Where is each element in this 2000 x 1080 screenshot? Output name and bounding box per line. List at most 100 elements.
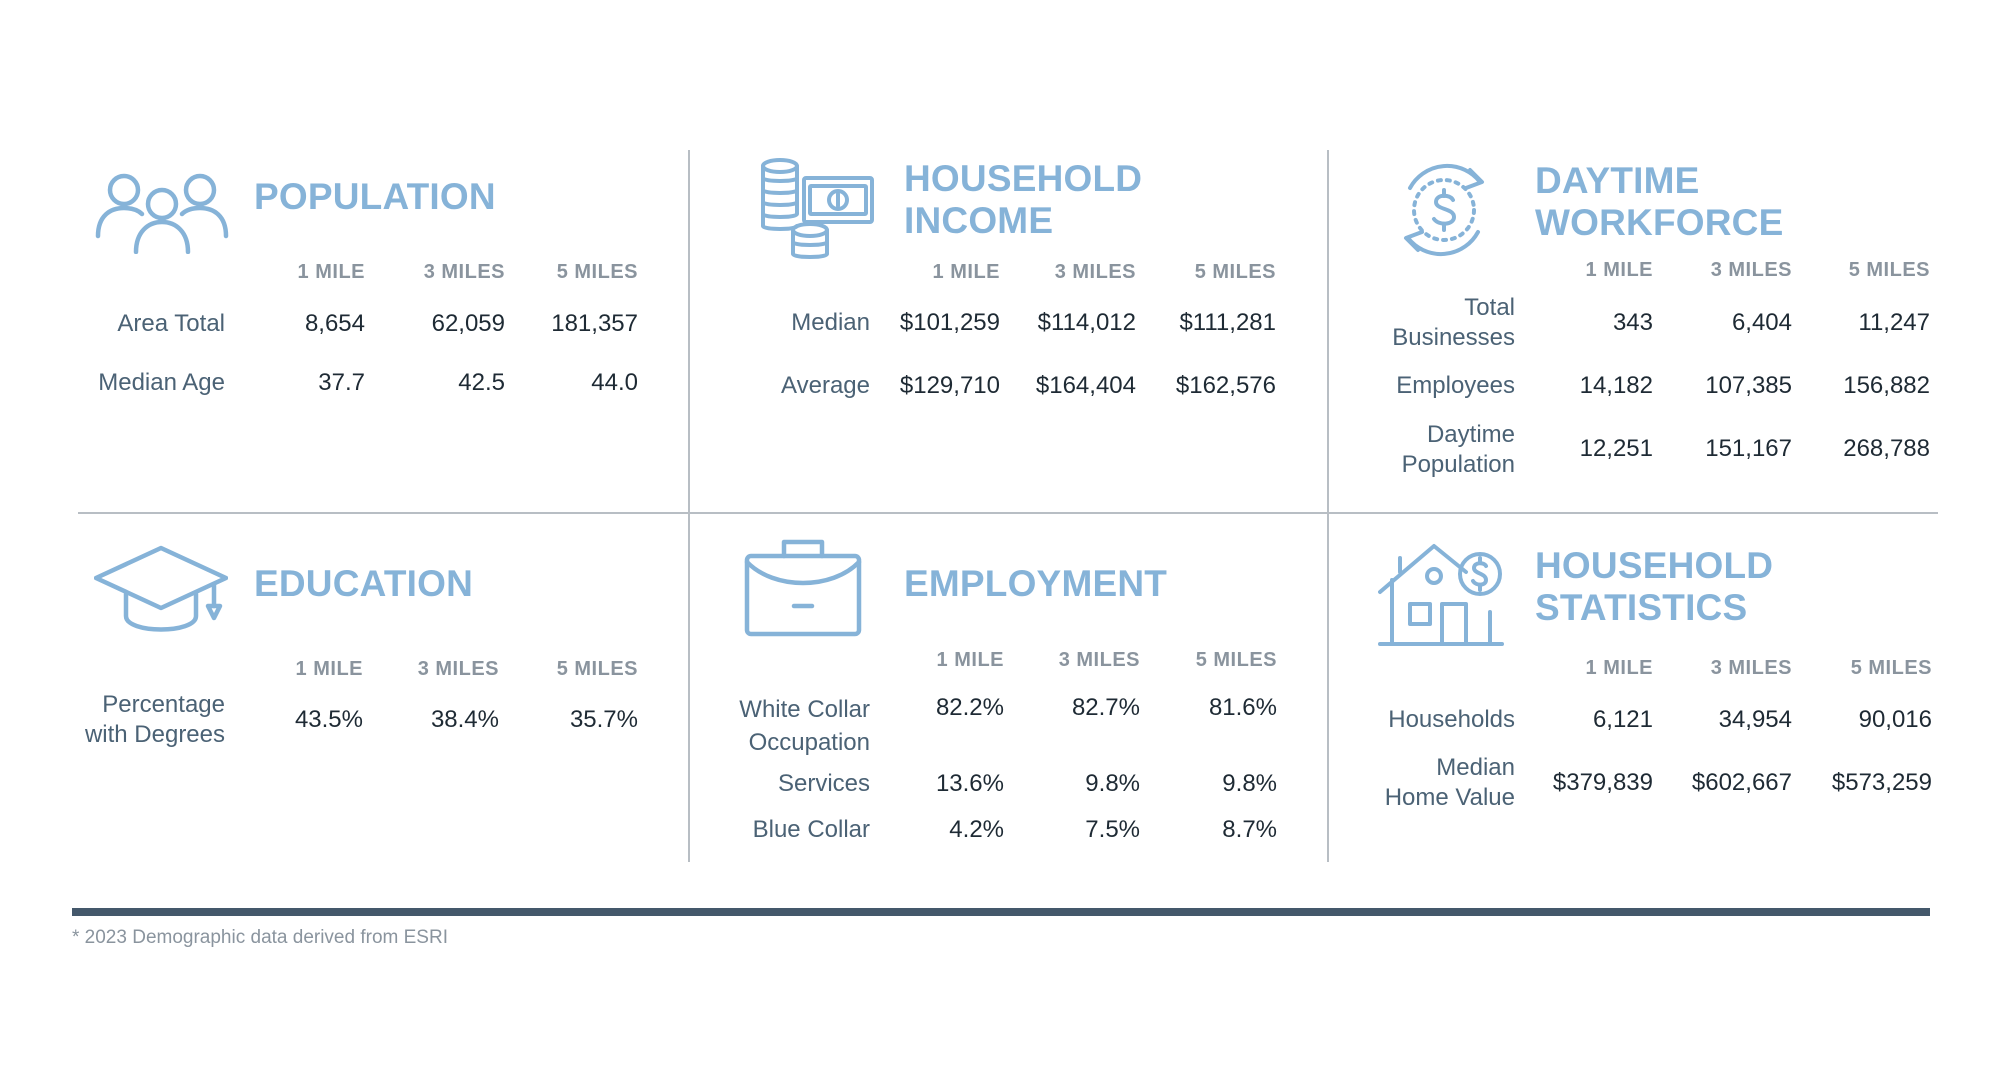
value-5-miles: $111,281 xyxy=(1179,309,1276,336)
employment-title: EMPLOYMENT xyxy=(904,563,1168,604)
value-3-miles: $602,667 xyxy=(1691,769,1792,796)
value-3-miles: 42.5 xyxy=(458,369,505,396)
value-1-mile: 8,654 xyxy=(304,310,365,337)
title-line-1: HOUSEHOLD xyxy=(1535,545,1774,586)
row-label: Services xyxy=(777,770,870,797)
value-5-miles: $162,576 xyxy=(1175,372,1276,399)
value-3-miles: 7.5% xyxy=(1085,816,1140,843)
value-5-miles: 156,882 xyxy=(1843,372,1930,399)
title-line-2: STATISTICS xyxy=(1535,587,1748,628)
footer-rule xyxy=(72,908,1930,916)
coins-and-cash-icon xyxy=(760,158,876,262)
value-3-miles: $114,012 xyxy=(1037,309,1136,336)
house-dollar-icon xyxy=(1378,542,1504,648)
employment-col-1-mile: 1 MILE xyxy=(936,649,1004,671)
value-1-mile: 14,182 xyxy=(1579,372,1653,399)
row-label-line-2: Population xyxy=(1401,451,1515,478)
row-label-line-1: Daytime xyxy=(1426,421,1515,448)
divider-horizontal xyxy=(78,512,1938,514)
value-3-miles: 82.7% xyxy=(1071,694,1140,721)
title-line-1: DAYTIME xyxy=(1535,160,1700,201)
footnote: * 2023 Demographic data derived from ESR… xyxy=(72,927,448,948)
graduation-cap-icon xyxy=(94,544,228,636)
row-label-line-1: Median xyxy=(1436,754,1515,781)
education-title: EDUCATION xyxy=(254,563,473,604)
people-group-icon xyxy=(94,172,230,254)
row-label: Median Age xyxy=(98,369,225,396)
value-3-miles: 151,167 xyxy=(1705,435,1792,462)
value-5-miles: 11,247 xyxy=(1858,309,1930,336)
value-3-miles: 34,954 xyxy=(1718,706,1792,733)
value-1-mile: 13.6% xyxy=(935,770,1004,797)
value-1-mile: 4.2% xyxy=(949,816,1004,843)
income-col-5-miles: 5 MILES xyxy=(1194,261,1276,283)
divider-vertical-right xyxy=(1327,150,1329,862)
education-col-5-miles: 5 MILES xyxy=(556,658,638,680)
row-label-line-1: Total xyxy=(1464,294,1515,321)
workforce-col-1-mile: 1 MILE xyxy=(1585,259,1653,281)
workforce-col-3-miles: 3 MILES xyxy=(1710,259,1792,281)
population-col-1-mile: 1 MILE xyxy=(297,261,365,283)
briefcase-icon xyxy=(744,538,862,638)
row-label: Median xyxy=(791,309,870,336)
income-col-3-miles: 3 MILES xyxy=(1054,261,1136,283)
row-label-line-2: with Degrees xyxy=(84,721,225,748)
row-label: Employees xyxy=(1396,372,1515,399)
row-label: Daytime Population xyxy=(1345,420,1515,480)
value-5-miles: 90,016 xyxy=(1858,706,1932,733)
workforce-col-5-miles: 5 MILES xyxy=(1848,259,1930,281)
statistics-col-1-mile: 1 MILE xyxy=(1585,657,1653,679)
title-line-1: HOUSEHOLD xyxy=(904,158,1143,199)
value-5-miles: $573,259 xyxy=(1831,769,1932,796)
income-col-1-mile: 1 MILE xyxy=(932,261,1000,283)
value-5-miles: 268,788 xyxy=(1843,435,1930,462)
value-1-mile: 343 xyxy=(1612,309,1653,336)
statistics-col-3-miles: 3 MILES xyxy=(1710,657,1792,679)
education-col-1-mile: 1 MILE xyxy=(295,658,363,680)
row-label: Blue Collar xyxy=(752,816,870,843)
value-1-mile: 43.5% xyxy=(294,706,363,733)
daytime-workforce-title: DAYTIME WORKFORCE xyxy=(1535,160,1783,244)
title-line-2: INCOME xyxy=(904,200,1054,241)
value-1-mile: $129,710 xyxy=(899,372,1000,399)
value-3-miles: 62,059 xyxy=(431,310,505,337)
value-1-mile: $101,259 xyxy=(899,309,1000,336)
employment-col-3-miles: 3 MILES xyxy=(1058,649,1140,671)
dollar-cycle-icon xyxy=(1392,158,1496,262)
row-label: Total Businesses xyxy=(1345,293,1515,353)
value-5-miles: 9.8% xyxy=(1222,770,1277,797)
household-statistics-title: HOUSEHOLD STATISTICS xyxy=(1535,545,1773,629)
value-3-miles: $164,404 xyxy=(1035,372,1136,399)
value-1-mile: 12,251 xyxy=(1579,435,1653,462)
row-label: Median Home Value xyxy=(1345,753,1515,813)
row-label: Average xyxy=(781,372,870,399)
value-1-mile: 37.7 xyxy=(318,369,365,396)
row-label: Percentage with Degrees xyxy=(55,690,225,750)
value-5-miles: 35.7% xyxy=(569,706,638,733)
row-label: Area Total xyxy=(117,310,225,337)
title-line-2: WORKFORCE xyxy=(1535,202,1784,243)
value-5-miles: 181,357 xyxy=(551,310,638,337)
row-label-line-2: Occupation xyxy=(748,729,870,756)
row-label: Households xyxy=(1388,706,1515,733)
divider-vertical-left xyxy=(688,150,690,862)
row-label: White Collar Occupation xyxy=(700,693,870,759)
statistics-col-5-miles: 5 MILES xyxy=(1850,657,1932,679)
value-1-mile: 6,121 xyxy=(1592,706,1653,733)
value-3-miles: 38.4% xyxy=(430,706,499,733)
row-label-line-1: Percentage xyxy=(102,691,225,718)
population-title: POPULATION xyxy=(254,176,496,217)
value-1-mile: $379,839 xyxy=(1552,769,1653,796)
row-label-line-1: White Collar xyxy=(739,696,870,723)
value-5-miles: 81.6% xyxy=(1208,694,1277,721)
value-5-miles: 44.0 xyxy=(591,369,638,396)
row-label-line-2: Businesses xyxy=(1392,324,1515,351)
value-3-miles: 9.8% xyxy=(1085,770,1140,797)
row-label-line-2: Home Value xyxy=(1384,784,1515,811)
value-1-mile: 82.2% xyxy=(935,694,1004,721)
employment-col-5-miles: 5 MILES xyxy=(1195,649,1277,671)
population-col-5-miles: 5 MILES xyxy=(556,261,638,283)
value-5-miles: 8.7% xyxy=(1222,816,1277,843)
population-col-3-miles: 3 MILES xyxy=(423,261,505,283)
education-col-3-miles: 3 MILES xyxy=(417,658,499,680)
